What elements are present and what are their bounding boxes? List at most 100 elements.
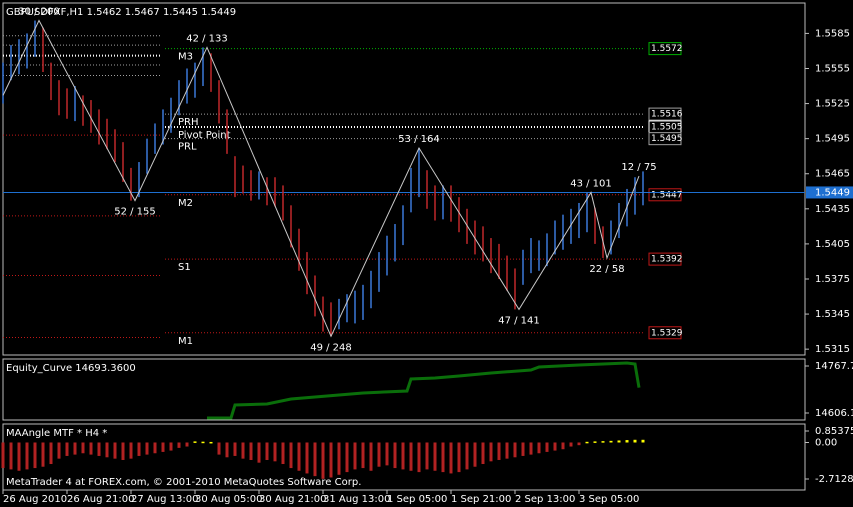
histogram-bar xyxy=(625,440,629,443)
histogram-bar xyxy=(473,442,477,467)
histogram-bar xyxy=(609,440,613,443)
x-tick-label: 31 Aug 13:00 xyxy=(323,494,390,505)
histogram-bar xyxy=(249,442,253,460)
histogram-bar xyxy=(233,442,237,456)
x-tick-label: 30 Aug 05:00 xyxy=(195,494,262,505)
histogram-bar xyxy=(433,442,437,471)
histogram-bar xyxy=(177,442,181,448)
level-label: 1.5392 xyxy=(651,255,683,265)
histogram-bar xyxy=(497,442,501,460)
histogram-bar xyxy=(377,442,381,467)
y-tick-label: 14767.70 xyxy=(815,361,853,372)
histogram-bar xyxy=(185,442,189,447)
histogram-bar xyxy=(73,442,77,455)
current-price-label: 1.5449 xyxy=(815,187,850,198)
histogram-bar xyxy=(385,442,389,466)
histogram-bar xyxy=(561,442,565,450)
equity-panel xyxy=(2,358,806,421)
histogram-bar xyxy=(65,442,69,456)
price-panel xyxy=(2,2,806,356)
y-tick-label: 14606.15 xyxy=(815,408,853,419)
histogram-bar xyxy=(449,442,453,474)
histogram-bar xyxy=(409,442,413,471)
histogram-bar xyxy=(33,442,37,469)
histogram-bar xyxy=(209,441,213,444)
y-tick-label: 1.5585 xyxy=(815,28,850,39)
level-name: PRL xyxy=(178,142,197,153)
level-box xyxy=(648,107,682,121)
histogram-bar xyxy=(89,442,93,455)
y-tick-label: 0.00 xyxy=(815,437,837,448)
level-box xyxy=(648,252,682,266)
level-label: 1.5495 xyxy=(651,134,683,144)
histogram-bar xyxy=(289,442,293,469)
level-label: 1.5447 xyxy=(651,190,683,200)
level-box xyxy=(648,132,682,146)
histogram-bar xyxy=(17,442,21,471)
y-tick-label: 0.85375 xyxy=(815,426,853,437)
y-tick-label: -2.712873 xyxy=(815,474,853,485)
level-name: M3 xyxy=(178,52,193,63)
histogram-bar xyxy=(393,442,397,469)
histogram-bar xyxy=(161,442,165,452)
histogram-bar xyxy=(265,442,269,460)
histogram-bar xyxy=(585,441,589,444)
y-tick-label: 1.5345 xyxy=(815,309,850,320)
histogram-bar xyxy=(297,442,301,471)
x-tick-label: 27 Aug 13:00 xyxy=(131,494,198,505)
zigzag-label: 47 / 141 xyxy=(498,315,540,326)
histogram-bar xyxy=(105,442,109,458)
level-box xyxy=(648,188,682,202)
histogram-bar xyxy=(481,442,485,465)
histogram-bar xyxy=(457,442,461,473)
level-name: M1 xyxy=(178,336,193,347)
x-tick-label: 2 Sep 13:00 xyxy=(515,494,575,505)
histogram-bar xyxy=(257,442,261,463)
footer: MetaTrader 4 at FOREX.com, © 2001-2010 M… xyxy=(6,477,361,488)
zigzag-label: 22 / 58 xyxy=(589,264,624,275)
indicator-title: MAAngle MTF * H4 * xyxy=(6,428,107,439)
zigzag-label: 43 / 101 xyxy=(570,178,612,189)
histogram-bar xyxy=(521,442,525,456)
x-tick-label: 1 Sep 05:00 xyxy=(387,494,447,505)
histogram-bar xyxy=(193,441,197,443)
level-name: M2 xyxy=(178,198,193,209)
level-name: Pivot Point xyxy=(178,130,231,141)
histogram-bar xyxy=(241,442,245,459)
histogram-bar xyxy=(153,442,157,454)
x-tick-label: 26 Aug 21:00 xyxy=(67,494,134,505)
histogram-bar xyxy=(537,442,541,454)
histogram-bar xyxy=(417,442,421,473)
histogram-bar xyxy=(217,442,221,455)
histogram-bar xyxy=(465,442,469,470)
y-tick-label: 1.5435 xyxy=(815,204,850,215)
level-name: S1 xyxy=(178,262,191,273)
histogram-bar xyxy=(401,442,405,470)
histogram-bar xyxy=(305,442,309,474)
y-tick-label: 1.5465 xyxy=(815,169,850,180)
histogram-bar xyxy=(617,440,621,443)
y-tick-label: 1.5315 xyxy=(815,344,850,355)
zigzag-label: 49 / 248 xyxy=(310,342,352,353)
histogram-bar xyxy=(369,442,373,471)
histogram-bar xyxy=(25,442,29,470)
y-tick-label: 1.5375 xyxy=(815,274,850,285)
histogram-bar xyxy=(425,442,429,470)
histogram-bar xyxy=(633,439,637,443)
histogram-bar xyxy=(577,442,581,446)
zigzag-line xyxy=(2,19,640,338)
histogram-bar xyxy=(641,439,645,443)
histogram-bar xyxy=(489,442,493,462)
level-box xyxy=(648,326,682,340)
histogram-bar xyxy=(121,442,125,460)
zigzag-label: 12 / 75 xyxy=(621,162,656,173)
zigzag-label: 53 / 164 xyxy=(398,134,440,145)
histogram-bar xyxy=(201,441,205,444)
histogram-bar xyxy=(273,442,277,462)
histogram-bar xyxy=(529,442,533,455)
price-title: GBPUSDFXF,H1 1.5462 1.5467 1.5445 1.5449 xyxy=(6,7,236,18)
histogram-bar xyxy=(281,442,285,465)
x-tick-label: 26 Aug 2010 xyxy=(3,494,67,505)
level-box xyxy=(648,42,682,56)
